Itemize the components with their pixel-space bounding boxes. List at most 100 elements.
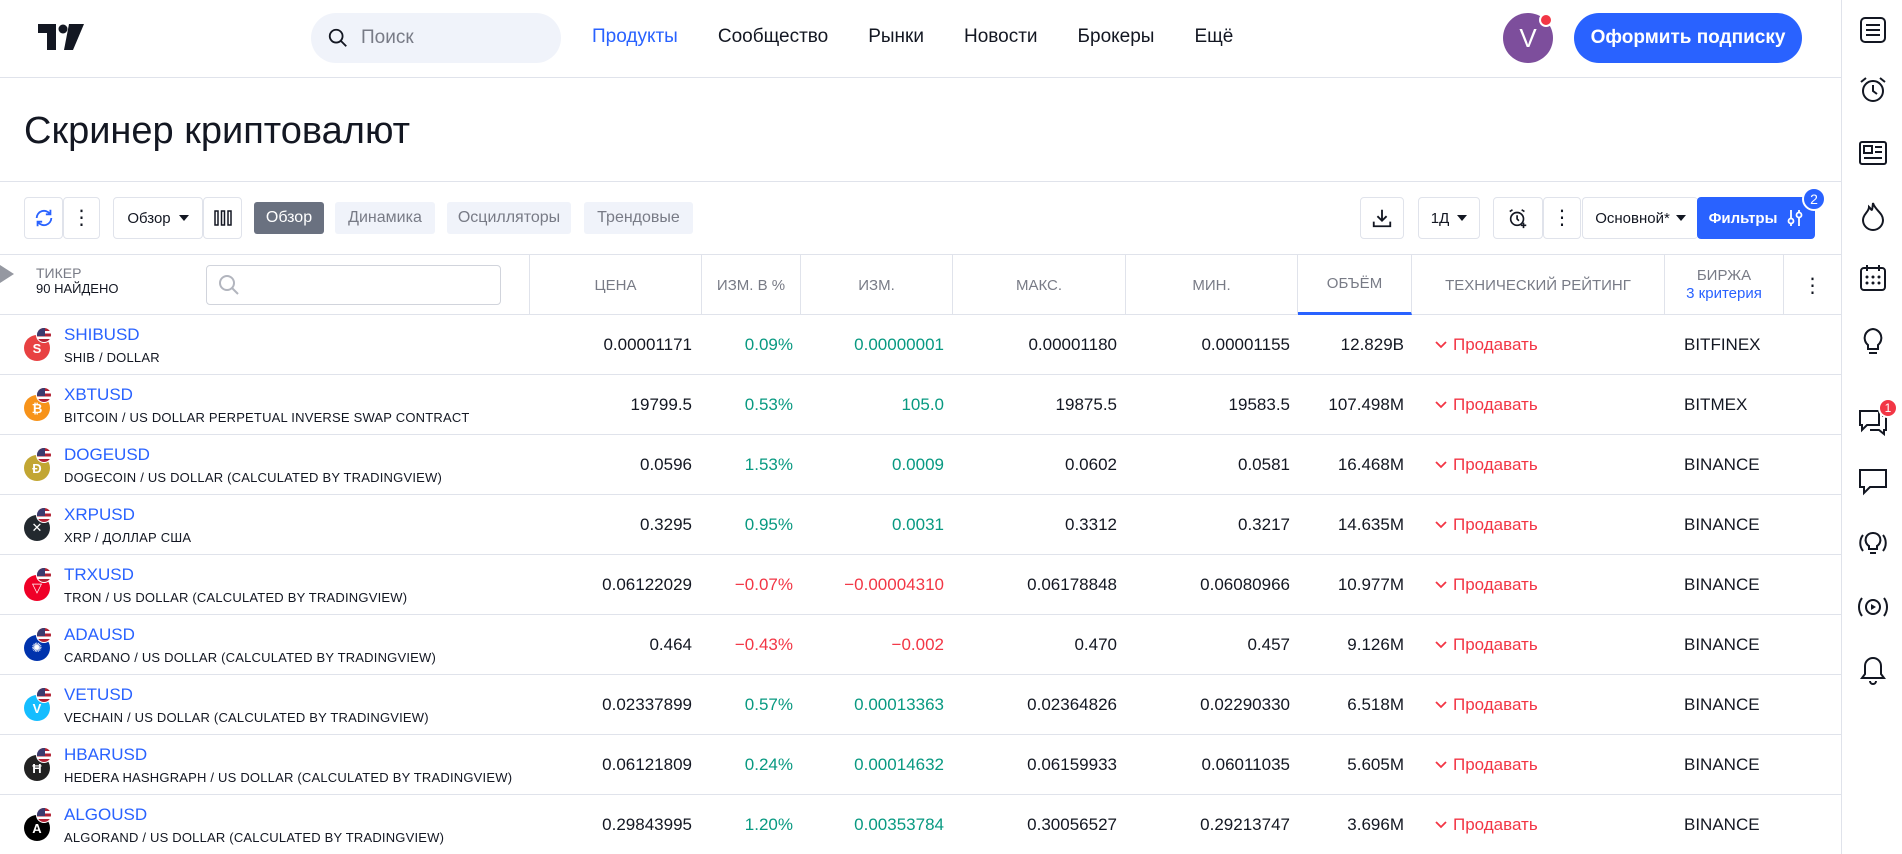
ticker-symbol[interactable]: TRXUSD [64, 565, 134, 584]
column-change-percent[interactable]: ИЗМ. В % [702, 255, 801, 315]
columns-button[interactable] [203, 197, 242, 239]
vertical-dots-icon: ⋮ [1552, 207, 1572, 229]
table-row[interactable]: S SHIBUSD SHIB / DOLLAR 0.00001171 0.09% 0.00… [0, 315, 1841, 375]
ticker-symbol[interactable]: XBTUSD [64, 385, 133, 404]
table-settings-button[interactable]: ⋮ [1784, 255, 1841, 315]
columns-icon [213, 210, 232, 226]
column-volume[interactable]: ОБЪЁМ [1298, 255, 1412, 315]
tradingview-logo[interactable] [38, 24, 84, 50]
column-tech-rating[interactable]: ТЕХНИЧЕСКИЙ РЕЙТИНГ [1412, 255, 1665, 315]
column-change[interactable]: ИЗМ. [801, 255, 953, 315]
table-row[interactable]: Ħ HBARUSD HEDERA HASHGRAPH / US DOLLAR (CA… [0, 735, 1841, 795]
alert-clock-icon [1509, 209, 1527, 229]
change-cell: 0.00000001 [854, 335, 944, 354]
tech-rating-label: Продавать [1453, 755, 1538, 774]
search-icon [219, 275, 239, 295]
interval-label: 1Д [1430, 209, 1450, 227]
tab-oscillators[interactable]: Осцилляторы [447, 202, 571, 234]
notifications-icon[interactable] [1857, 654, 1889, 686]
ticker-symbol[interactable]: XRPUSD [64, 505, 135, 524]
chevron-down-icon [1457, 215, 1468, 221]
nav-news[interactable]: Новости [963, 26, 1038, 47]
broadcast-icon[interactable] [1857, 591, 1889, 623]
chevron-down-icon [1435, 761, 1447, 769]
table-row[interactable]: ₿ XBTUSD BITCOIN / US DOLLAR PERPETUAL INV… [0, 375, 1841, 435]
us-flag-icon [36, 507, 52, 523]
news-icon[interactable] [1857, 137, 1889, 169]
preset-select[interactable]: Основной* [1582, 197, 1698, 239]
chevron-down-icon [1435, 461, 1447, 469]
nav-products[interactable]: Продукты [592, 26, 678, 47]
column-ticker[interactable]: ТИКЕР 90 НАЙДЕНО [0, 255, 530, 315]
change-cell: 0.0031 [892, 515, 944, 534]
column-price[interactable]: ЦЕНА [530, 255, 702, 315]
volume-cell: 16.468M [1337, 455, 1404, 474]
table-row[interactable]: A ALGOUSD ALGORAND / US DOLLAR (CALCULATED… [0, 795, 1841, 854]
table-row[interactable]: Ð DOGEUSD DOGECOIN / US DOLLAR (CALCULATED… [0, 435, 1841, 495]
watchlist-icon[interactable] [1857, 14, 1889, 46]
tab-trend[interactable]: Трендовые [584, 202, 693, 234]
refresh-button[interactable] [24, 197, 63, 239]
high-cell: 19875.5 [1055, 395, 1117, 414]
more-options-button[interactable]: ⋮ [63, 197, 100, 239]
idea-bulb-icon[interactable] [1857, 325, 1889, 357]
ticker-description: CARDANO / US DOLLAR (CALCULATED BY TRADI… [64, 650, 437, 665]
us-flag-icon [36, 807, 52, 823]
exchange-cell: BITMEX [1684, 395, 1748, 414]
ticker-search-input[interactable] [206, 265, 501, 305]
alert-options-button[interactable]: ⋮ [1543, 197, 1581, 239]
hotlist-icon[interactable] [1857, 200, 1889, 232]
ticker-description: SHIB / DOLLAR [64, 350, 160, 365]
change-percent-cell: 0.53% [744, 395, 793, 414]
export-button[interactable] [1360, 197, 1404, 239]
table-row[interactable]: ✕ XRPUSD XRP / ДОЛЛАР США 0.3295 0.95% 0.0031… [0, 495, 1841, 555]
nav-markets[interactable]: Рынки [868, 26, 924, 47]
streams-icon[interactable] [1857, 527, 1889, 559]
column-low[interactable]: МИН. [1126, 255, 1298, 315]
alarm-clock-icon[interactable] [1857, 74, 1889, 106]
low-cell: 0.06011035 [1201, 755, 1290, 774]
filters-button[interactable]: Фильтры [1697, 197, 1815, 239]
search-input[interactable]: Поиск [311, 13, 561, 63]
ticker-symbol[interactable]: SHIBUSD [64, 325, 140, 344]
nav-community[interactable]: Сообщество [717, 26, 829, 47]
flag-marker-icon[interactable] [0, 265, 14, 283]
ticker-symbol[interactable]: ADAUSD [64, 625, 135, 644]
ticker-symbol[interactable]: DOGEUSD [64, 445, 150, 464]
change-cell: 0.00013363 [854, 695, 944, 714]
vertical-dots-icon: ⋮ [1802, 274, 1823, 297]
view-select[interactable]: Обзор [113, 197, 203, 239]
tech-rating-label: Продавать [1453, 635, 1538, 654]
main-nav: Продукты Сообщество Рынки Новости Брокер… [592, 26, 1273, 48]
search-placeholder: Поиск [361, 27, 414, 48]
exchange-cell: BINANCE [1684, 635, 1760, 654]
tech-rating-label: Продавать [1453, 575, 1538, 594]
ticker-symbol[interactable]: ALGOUSD [64, 805, 148, 824]
volume-cell: 107.498M [1328, 395, 1404, 414]
nav-brokers[interactable]: Брокеры [1077, 26, 1155, 47]
nav-more[interactable]: Ещё [1194, 26, 1234, 47]
ticker-symbol[interactable]: VETUSD [64, 685, 133, 704]
change-percent-cell: −0.07% [734, 575, 793, 594]
table-row[interactable]: V VETUSD VECHAIN / US DOLLAR (CALCULATED B… [0, 675, 1841, 735]
tab-overview[interactable]: Обзор [254, 202, 324, 234]
calendar-icon[interactable] [1857, 262, 1889, 294]
volume-cell: 9.126M [1347, 635, 1404, 654]
messages-icon[interactable] [1857, 465, 1889, 497]
table-row[interactable]: ▽ TRXUSD TRON / US DOLLAR (CALCULATED BY T… [0, 555, 1841, 615]
volume-cell: 10.977M [1337, 575, 1404, 594]
ticker-description: TRON / US DOLLAR (CALCULATED BY TRADINGV… [64, 590, 408, 605]
create-alert-button[interactable] [1493, 197, 1543, 239]
interval-select[interactable]: 1Д [1418, 197, 1480, 239]
price-cell: 0.06122029 [602, 575, 692, 594]
subscribe-button[interactable]: Оформить подписку [1574, 13, 1802, 63]
volume-cell: 14.635M [1337, 515, 1404, 534]
low-cell: 0.3217 [1238, 515, 1290, 534]
tab-performance[interactable]: Динамика [335, 202, 435, 234]
low-cell: 0.02290330 [1200, 695, 1290, 714]
table-row[interactable]: ✺ ADAUSD CARDANO / US DOLLAR (CALCULATED B… [0, 615, 1841, 675]
column-exchange[interactable]: БИРЖА 3 критерия [1665, 255, 1784, 315]
column-high[interactable]: МАКС. [953, 255, 1126, 315]
ticker-symbol[interactable]: HBARUSD [64, 745, 148, 764]
price-cell: 0.00001171 [603, 335, 692, 354]
